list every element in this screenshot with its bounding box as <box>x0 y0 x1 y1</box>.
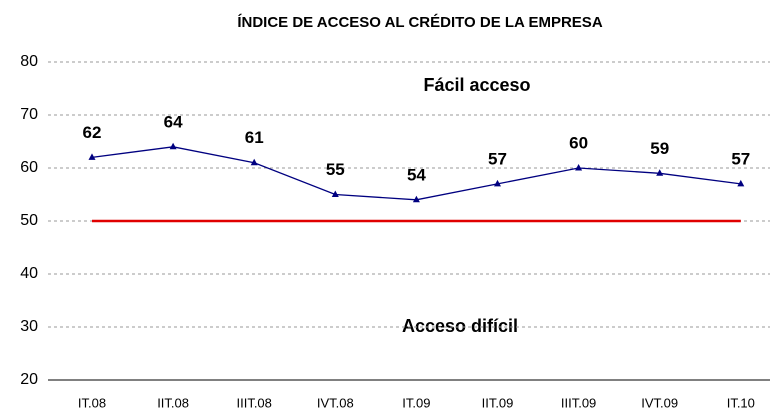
annotation: Acceso difícil <box>402 316 518 336</box>
x-tick-label: IVT.08 <box>317 395 354 410</box>
marker <box>412 195 420 203</box>
data-label: 62 <box>83 123 102 142</box>
chart-title: ÍNDICE DE ACCESO AL CRÉDITO DE LA EMPRES… <box>237 14 602 31</box>
marker <box>737 179 745 187</box>
y-tick-label: 60 <box>20 159 38 176</box>
x-tick-label: IT.08 <box>78 395 106 410</box>
data-label: 57 <box>488 149 507 168</box>
data-label: 55 <box>326 160 345 179</box>
marker <box>169 142 177 150</box>
marker <box>88 153 96 160</box>
y-tick-label: 40 <box>20 265 38 282</box>
data-label: 64 <box>164 112 183 131</box>
marker <box>575 164 583 171</box>
data-label: 61 <box>245 128 264 147</box>
x-tick-label: IVT.09 <box>641 395 678 410</box>
x-tick-label: IIIT.09 <box>561 395 596 410</box>
marker <box>250 158 258 166</box>
y-tick-label: 30 <box>20 318 38 335</box>
x-tick-label: IIT.08 <box>157 395 189 410</box>
x-tick-label: IT.09 <box>402 395 430 410</box>
annotation: Fácil acceso <box>423 75 530 95</box>
y-tick-label: 70 <box>20 106 38 123</box>
data-label: 57 <box>731 149 750 168</box>
x-tick-label: IIT.09 <box>482 395 514 410</box>
data-label: 59 <box>650 139 669 158</box>
data-label: 60 <box>569 133 588 152</box>
x-tick-label: IIIT.08 <box>236 395 271 410</box>
y-tick-label: 80 <box>20 53 38 70</box>
y-tick-label: 50 <box>20 212 38 229</box>
marker <box>494 179 501 187</box>
y-tick-label: 20 <box>20 371 38 388</box>
marker <box>656 169 664 176</box>
x-tick-label: IT.10 <box>727 395 755 410</box>
data-label: 54 <box>407 165 426 184</box>
marker <box>331 190 339 197</box>
